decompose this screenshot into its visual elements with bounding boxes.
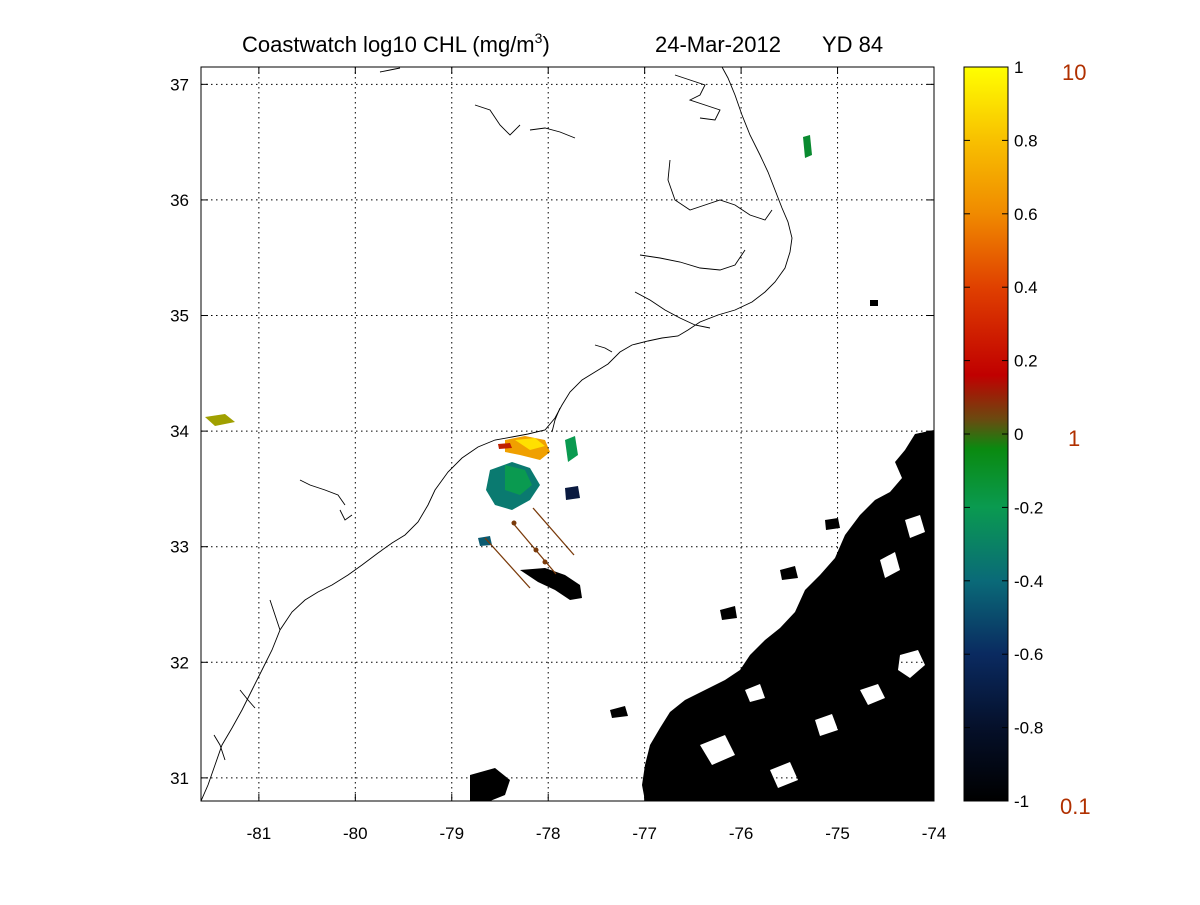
colorbar-tick-label-3: 0.4 xyxy=(1014,278,1038,297)
x-tick-label-1: -80 xyxy=(343,824,368,843)
x-tick-label-2: -79 xyxy=(439,824,464,843)
colorbar-linear-label-0.1: 0.1 xyxy=(1060,794,1091,819)
map-layer xyxy=(201,67,934,801)
colorbar-tick-label-9: -0.8 xyxy=(1014,719,1043,738)
colorbar xyxy=(963,66,1009,802)
colorbar-ticks: 1 0.8 0.6 0.4 0.2 0 -0.2 -0.4 -0.6 -0.8 -1 xyxy=(964,58,1043,811)
colorbar-tick-label-1: 0.8 xyxy=(1014,131,1038,150)
y-tick-label-6: 37 xyxy=(170,75,189,94)
colorbar-tick-label-7: -0.4 xyxy=(1014,572,1043,591)
y-tick-label-1: 32 xyxy=(170,653,189,672)
chl-patch-sw xyxy=(478,536,492,546)
cloud-holes xyxy=(700,515,925,788)
x-tick-label-5: -76 xyxy=(729,824,754,843)
x-axis: -81 -80 -79 -78 -77 -76 -75 -74 xyxy=(247,67,947,843)
colorbar-tick-label-5: 0 xyxy=(1014,425,1023,444)
chl-patch-dark xyxy=(565,486,580,500)
map-frame xyxy=(200,66,935,802)
x-tick-label-4: -77 xyxy=(632,824,657,843)
x-tick-label-6: -75 xyxy=(825,824,850,843)
y-axis: 31 32 33 34 35 36 37 xyxy=(170,75,934,788)
chl-patch-w xyxy=(205,414,235,426)
colorbar-tick-label-0: 1 xyxy=(1014,58,1023,77)
chl-plume-mid xyxy=(505,465,532,495)
cloud-mask xyxy=(470,300,934,801)
chlorophyll-patches xyxy=(205,135,812,546)
chl-patch-offshore xyxy=(803,135,812,158)
colorbar-tick-label-8: -0.6 xyxy=(1014,645,1043,664)
colorbar-tick-label-10: -1 xyxy=(1014,792,1029,811)
y-tick-label-5: 36 xyxy=(170,191,189,210)
y-tick-label-3: 34 xyxy=(170,422,189,441)
map-grid xyxy=(201,67,934,801)
chl-patch-green xyxy=(565,436,578,462)
colorbar-tick-label-2: 0.6 xyxy=(1014,205,1038,224)
colorbar-linear-label-10: 10 xyxy=(1062,60,1086,85)
coastline xyxy=(201,67,793,801)
x-tick-label-3: -78 xyxy=(536,824,561,843)
y-tick-label-4: 35 xyxy=(170,307,189,326)
chart-date: 24-Mar-2012 xyxy=(655,32,781,57)
y-tick-label-0: 31 xyxy=(170,769,189,788)
glider-markers xyxy=(511,520,548,565)
colorbar-tick-label-4: 0.2 xyxy=(1014,352,1038,371)
chl-band-red xyxy=(498,443,512,449)
chart-title: Coastwatch log10 CHL (mg/m3) xyxy=(242,30,550,57)
x-tick-label-7: -74 xyxy=(922,824,947,843)
colorbar-tick-label-6: -0.2 xyxy=(1014,498,1043,517)
colorbar-linear-label-1: 1 xyxy=(1068,426,1080,451)
y-tick-label-2: 33 xyxy=(170,538,189,557)
chart-yearday: YD 84 xyxy=(822,32,883,57)
chl-plume-peak xyxy=(515,438,545,450)
x-tick-label-0: -81 xyxy=(247,824,272,843)
